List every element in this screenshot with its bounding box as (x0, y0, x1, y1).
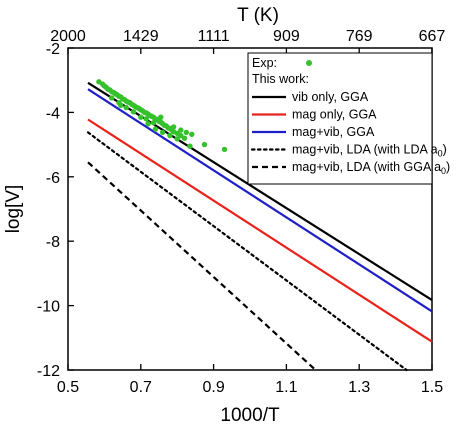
top-axis-title: T (K) (237, 5, 279, 26)
y-tick-label: -8 (46, 234, 60, 251)
legend-label-3: mag+vib, GGA (292, 125, 375, 139)
series-line-4 (86, 131, 408, 372)
exp-point (152, 126, 159, 132)
legend-label-2: mag only, GGA (292, 108, 377, 122)
x-tick-label: 1.3 (348, 379, 370, 396)
exp-point (189, 131, 195, 137)
legend-box (247, 52, 433, 185)
exp-point (201, 141, 208, 148)
exp-point (123, 104, 129, 111)
y-tick-label: -12 (37, 363, 60, 380)
legend: Exp: This work: vib only, GGA mag only, G… (247, 52, 450, 185)
y-tick-label: -6 (46, 170, 60, 187)
legend-label-1: vib only, GGA (292, 90, 369, 104)
exp-point (159, 129, 166, 136)
y-axis-title: log[V] (3, 185, 24, 234)
exp-point (187, 143, 193, 149)
y-tick-label: -2 (46, 41, 60, 58)
exp-point (221, 146, 228, 153)
top-tick-label: 2000 (50, 28, 86, 45)
x-tick-label: 1.5 (421, 379, 443, 396)
exp-point (158, 114, 164, 120)
legend-items: vib only, GGA mag only, GGA mag+vib, GGA ma… (250, 90, 450, 176)
exp-point (167, 132, 173, 139)
top-tick-label: 1111 (198, 28, 230, 45)
legend-exp-marker (306, 60, 312, 66)
exp-point (178, 127, 184, 133)
exp-point (138, 114, 144, 120)
exp-point (174, 136, 180, 142)
x-tick-label: 0.9 (202, 379, 224, 396)
plot-frame (67, 47, 433, 371)
top-tick-label: 1429 (123, 28, 159, 45)
series-layer (86, 81, 433, 372)
series-line-5 (87, 161, 317, 371)
exp-point (181, 135, 188, 141)
exp-point (183, 129, 189, 136)
exp-point (130, 109, 137, 115)
y-tick-label: -10 (37, 299, 60, 316)
series-line-3 (87, 88, 433, 313)
exp-point (143, 116, 149, 122)
top-tick-label: 909 (273, 28, 300, 45)
exp-point (109, 95, 115, 101)
legend-section-label: This work: (252, 72, 309, 86)
legend-exp-label: Exp: (252, 56, 277, 70)
top-tick-label: 667 (419, 28, 446, 45)
legend-label-4: mag+vib, LDA (with LDA a0) (292, 143, 447, 159)
x-tick-label: 1.1 (275, 379, 297, 396)
exp-point (145, 121, 151, 127)
series-line-2 (87, 118, 433, 343)
x-axis-title: 1000/T (220, 405, 280, 426)
x-tick-label: 0.7 (130, 379, 152, 396)
exp-point (118, 102, 124, 109)
exp-point (150, 120, 157, 126)
x-tick-label: 0.5 (57, 379, 79, 396)
experiment-points (96, 79, 228, 153)
y-tick-label: -4 (46, 105, 60, 122)
top-tick-label: 769 (346, 28, 373, 45)
legend-label-5: mag+vib, LDA (with GGA a0) (292, 160, 450, 176)
exp-point (170, 124, 177, 130)
